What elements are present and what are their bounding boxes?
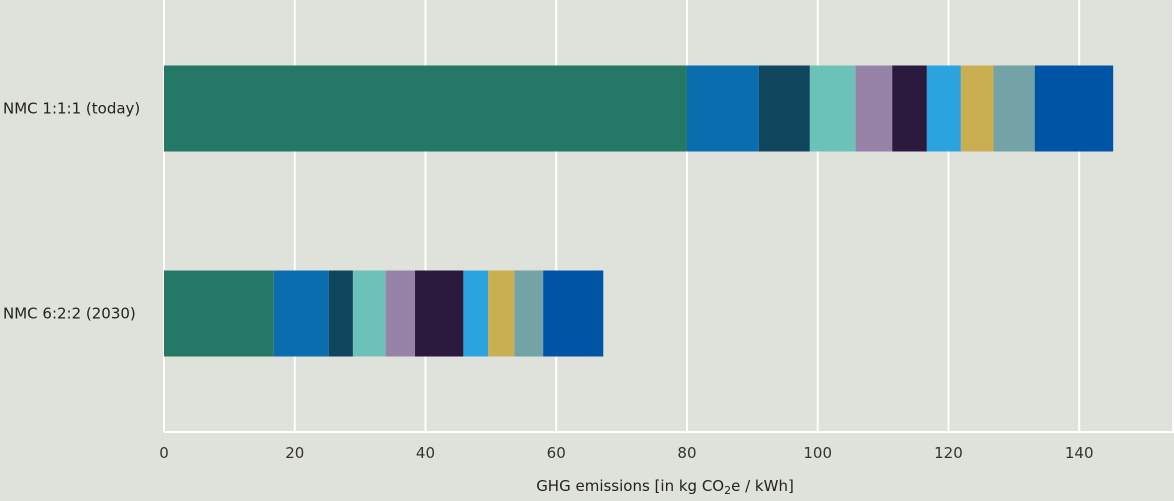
bar-segment-2-9 <box>514 270 544 357</box>
bar-segment-1-5 <box>855 65 893 152</box>
x-tick-label-60: 60 <box>547 444 566 462</box>
x-tick-label-0: 0 <box>159 444 169 462</box>
category-label-1: NMC 1:1:1 (today) <box>3 100 140 118</box>
bar-segment-2-7 <box>463 270 489 357</box>
x-tick-label-80: 80 <box>677 444 696 462</box>
bars <box>164 65 1114 357</box>
bar-segment-1-9 <box>993 65 1035 152</box>
category-labels: NMC 1:1:1 (today) NMC 6:2:2 (2030) <box>3 100 140 323</box>
x-tick-label-120: 120 <box>934 444 963 462</box>
bar-segment-1-3 <box>758 65 810 152</box>
bar-segment-2-6 <box>415 270 464 357</box>
x-tick-label-100: 100 <box>803 444 832 462</box>
bar-segment-2-2 <box>273 270 329 357</box>
bar-segment-2-1 <box>164 270 274 357</box>
grid-lines <box>163 0 1174 432</box>
bar-segment-1-7 <box>926 65 961 152</box>
bar-segment-1-2 <box>686 65 759 152</box>
bar-segment-1-1 <box>164 65 687 152</box>
bar-segment-1-4 <box>809 65 856 152</box>
category-label-2: NMC 6:2:2 (2030) <box>3 305 136 323</box>
bar-segment-2-3 <box>328 270 353 357</box>
bar-segment-1-8 <box>960 65 994 152</box>
bar-segment-2-10 <box>543 270 604 357</box>
x-axis: 0 20 40 60 80 100 120 140 <box>159 431 1174 462</box>
bar-segment-2-5 <box>385 270 416 357</box>
bar-segment-1-6 <box>892 65 927 152</box>
x-tick-label-40: 40 <box>416 444 435 462</box>
x-tick-label-140: 140 <box>1065 444 1094 462</box>
bar-segment-1-10 <box>1034 65 1114 152</box>
bar-segment-2-4 <box>352 270 386 357</box>
x-axis-title: GHG emissions [in kg CO2e / kWh] <box>536 477 794 497</box>
bar-segment-2-8 <box>488 270 515 357</box>
x-tick-label-20: 20 <box>285 444 304 462</box>
